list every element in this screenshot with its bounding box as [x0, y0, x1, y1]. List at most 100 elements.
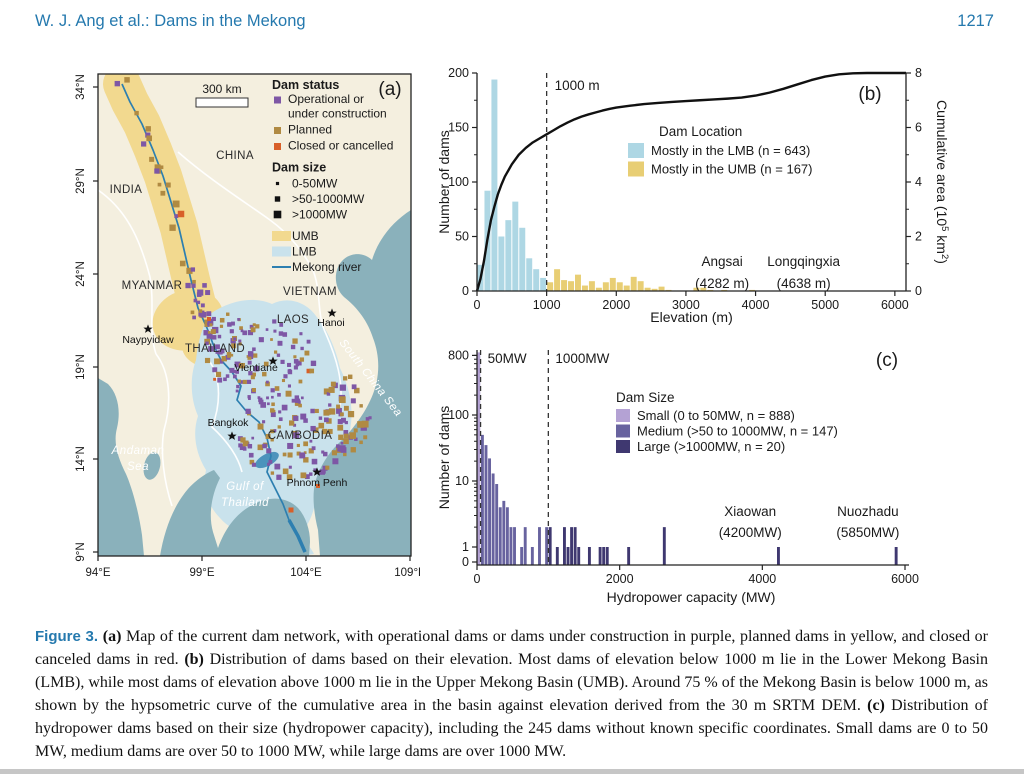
svg-text:Longqingxia: Longqingxia [767, 254, 840, 269]
svg-text:VIETNAM: VIETNAM [283, 286, 337, 298]
svg-text:>1000MW: >1000MW [292, 208, 348, 222]
svg-text:Hydropower capacity (MW): Hydropower capacity (MW) [607, 589, 776, 605]
svg-text:CHINA: CHINA [216, 150, 254, 162]
svg-text:6000: 6000 [881, 298, 909, 312]
svg-text:100: 100 [448, 408, 469, 422]
svg-text:2000: 2000 [602, 298, 630, 312]
svg-text:0: 0 [462, 555, 469, 569]
svg-text:4000: 4000 [742, 298, 770, 312]
svg-text:104°E: 104°E [290, 567, 322, 579]
svg-text:(4282 m): (4282 m) [695, 276, 749, 291]
svg-text:Small (0 to 50MW, n = 888): Small (0 to 50MW, n = 888) [637, 408, 795, 423]
svg-text:8: 8 [915, 66, 922, 80]
svg-text:50MW: 50MW [488, 351, 527, 366]
svg-text:1000 m: 1000 m [555, 78, 600, 93]
svg-text:6: 6 [915, 121, 922, 135]
running-title: W. J. Ang et al.: Dams in the Mekong [35, 12, 306, 30]
figure-3: Andaman Sea Gulf of Thailand South China Sea… [60, 60, 1024, 605]
svg-text:4000: 4000 [748, 572, 776, 586]
svg-text:LAOS: LAOS [277, 314, 309, 326]
caption-figure-label: Figure 3. [35, 628, 103, 645]
svg-text:9°N: 9°N [75, 542, 87, 561]
svg-text:Medium (>50 to 1000MW, n = 147: Medium (>50 to 1000MW, n = 147) [637, 424, 838, 439]
svg-text:(4638 m): (4638 m) [777, 276, 831, 291]
svg-text:0: 0 [915, 284, 922, 298]
svg-text:109°E: 109°E [394, 567, 420, 579]
figure-caption: Figure 3. (a) Map of the current dam net… [35, 625, 988, 763]
svg-text:50: 50 [455, 230, 469, 244]
svg-text:Cumulative area (105 km2): Cumulative area (105 km2) [934, 100, 950, 264]
bottom-divider [0, 769, 1024, 774]
caption-panel-letter: (c) [867, 697, 885, 714]
svg-text:0: 0 [474, 572, 481, 586]
svg-text:4: 4 [915, 175, 922, 189]
svg-text:Number of dams: Number of dams [437, 130, 452, 233]
svg-text:14°N: 14°N [75, 446, 87, 472]
svg-text:Dam Size: Dam Size [616, 390, 675, 405]
panel-b-elevation-histogram: 1000 m 0 50 100 150 200 0 1000 2000 3000 4000 5000 6… [436, 60, 1024, 340]
svg-text:Bangkok: Bangkok [208, 417, 250, 429]
svg-text:1000MW: 1000MW [555, 351, 609, 366]
svg-text:1: 1 [462, 540, 469, 554]
svg-text:150: 150 [448, 121, 469, 135]
svg-text:Andaman: Andaman [111, 445, 165, 457]
svg-text:94°E: 94°E [85, 567, 110, 579]
page-header: W. J. Ang et al.: Dams in the Mekong 121… [35, 12, 994, 31]
svg-text:Nuozhadu: Nuozhadu [837, 504, 899, 519]
svg-text:10: 10 [455, 474, 469, 488]
svg-text:Hanoi: Hanoi [317, 317, 344, 329]
svg-text:1000: 1000 [533, 298, 561, 312]
panel-a-map: Andaman Sea Gulf of Thailand South China Sea… [60, 62, 426, 592]
svg-text:Sea: Sea [127, 461, 149, 473]
svg-text:2: 2 [915, 230, 922, 244]
svg-text:(b): (b) [858, 84, 881, 105]
svg-text:Naypyidaw: Naypyidaw [122, 334, 174, 346]
caption-panel-letter: (b) [184, 651, 204, 668]
svg-text:Large (>1000MW, n = 20): Large (>1000MW, n = 20) [637, 439, 785, 454]
svg-text:Mekong river: Mekong river [292, 260, 361, 274]
svg-text:100: 100 [448, 175, 469, 189]
svg-text:(5850MW): (5850MW) [836, 525, 899, 540]
svg-text:Mostly in the UMB (n = 167): Mostly in the UMB (n = 167) [651, 162, 812, 177]
svg-text:LMB: LMB [292, 245, 317, 259]
svg-text:Planned: Planned [288, 123, 332, 137]
svg-text:CAMBODIA: CAMBODIA [268, 430, 333, 442]
svg-text:Mostly in the LMB (n = 643): Mostly in the LMB (n = 643) [651, 143, 810, 158]
svg-text:Closed or cancelled: Closed or cancelled [288, 139, 393, 153]
svg-text:Elevation (m): Elevation (m) [650, 309, 732, 325]
svg-text:Dam size: Dam size [272, 161, 326, 175]
svg-text:Vientiane: Vientiane [234, 362, 278, 374]
svg-text:under construction: under construction [288, 107, 387, 121]
caption-panel-letter: (a) [102, 628, 122, 645]
svg-text:Number of dams: Number of dams [437, 406, 452, 509]
svg-text:34°N: 34°N [75, 74, 87, 100]
svg-text:(c): (c) [876, 350, 898, 371]
svg-text:24°N: 24°N [75, 261, 87, 287]
svg-text:Operational or: Operational or [288, 92, 364, 106]
svg-text:300 km: 300 km [202, 82, 241, 96]
svg-text:(a): (a) [378, 79, 401, 100]
page-number: 1217 [957, 12, 994, 30]
caption-text: Distribution of dams based on their elev… [35, 651, 989, 714]
svg-text:800: 800 [448, 348, 469, 362]
svg-text:THAILAND: THAILAND [185, 343, 245, 355]
panel-c-capacity-histogram: 50MW 1000MW 0 1 10 100 800 0 2000 4000 6000 Hydropo… [436, 338, 1024, 628]
svg-text:5000: 5000 [811, 298, 839, 312]
svg-text:MYANMAR: MYANMAR [122, 280, 183, 292]
svg-text:Xiaowan: Xiaowan [724, 504, 776, 519]
svg-text:19°N: 19°N [75, 354, 87, 380]
svg-text:2000: 2000 [606, 572, 634, 586]
svg-text:Gulf of: Gulf of [226, 481, 265, 493]
svg-text:6000: 6000 [891, 572, 919, 586]
svg-text:>50-1000MW: >50-1000MW [292, 192, 365, 206]
caption-text: Map of the current dam network, with ope… [35, 628, 988, 668]
svg-text:Angsai: Angsai [702, 254, 743, 269]
svg-text:0: 0 [462, 284, 469, 298]
svg-text:29°N: 29°N [75, 168, 87, 194]
svg-text:INDIA: INDIA [110, 184, 143, 196]
svg-text:3000: 3000 [672, 298, 700, 312]
svg-text:0: 0 [474, 298, 481, 312]
